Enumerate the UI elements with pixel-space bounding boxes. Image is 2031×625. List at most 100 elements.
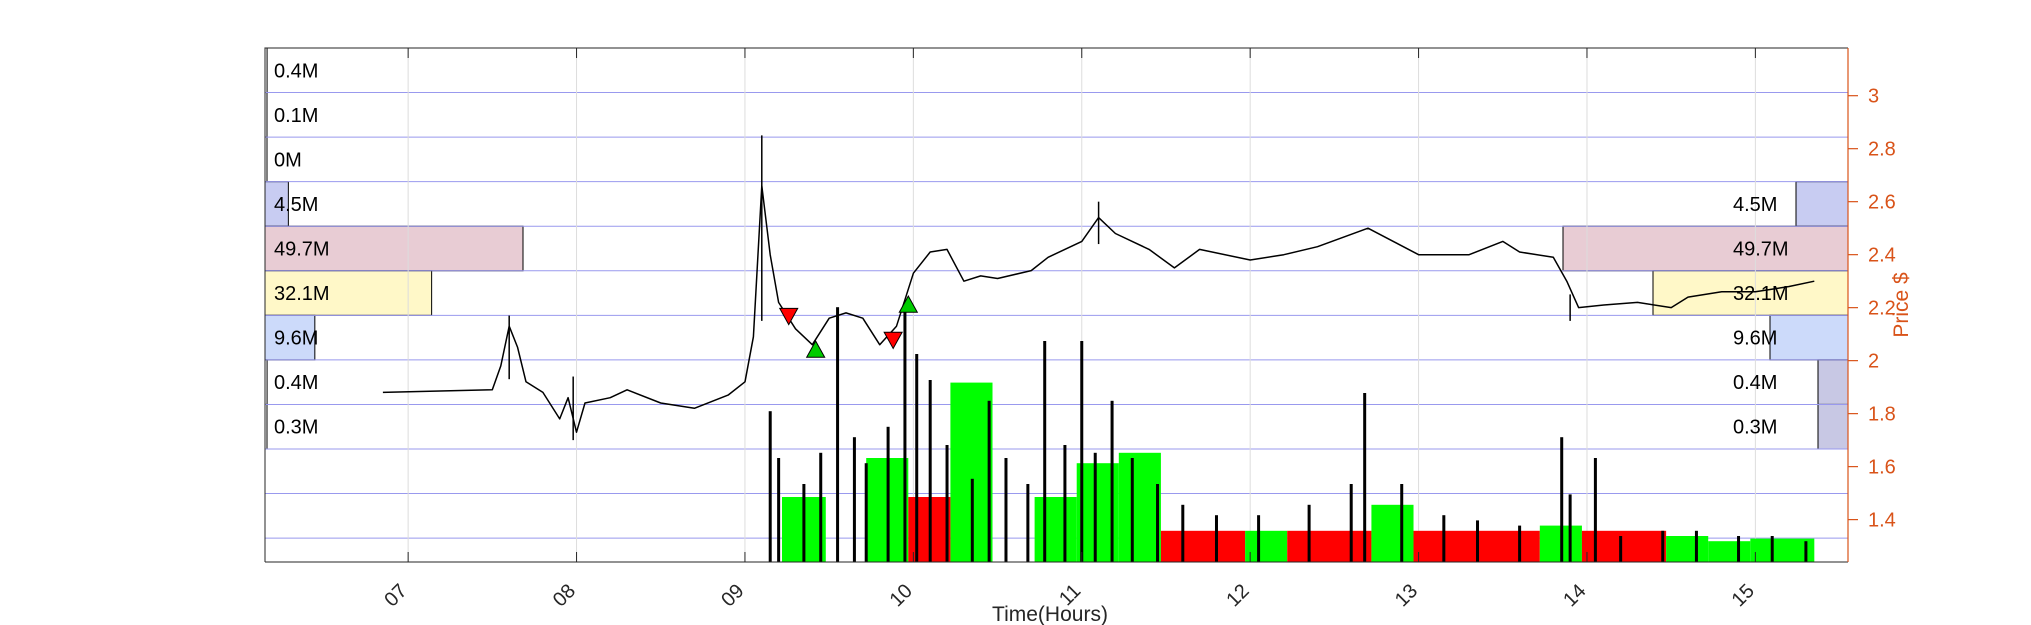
x-tick-label: 12	[1222, 580, 1253, 611]
y-tick-label: 2.4	[1868, 245, 1896, 267]
volume-bar	[819, 452, 823, 562]
volume-profile-right-bar	[1562, 225, 1849, 272]
volume-bar	[1363, 393, 1367, 562]
volume-profile-right-label: 4.5M	[1733, 194, 1777, 216]
volume-profile-labels: 0.4M 0.1M 0M 4.5M 49.7M 32.1M 9.6M 0.4M 0.3M 4.5M…	[274, 60, 1789, 438]
volume-profile-left-bar	[264, 270, 433, 316]
sell-marker	[778, 307, 799, 326]
sell-volume-block	[1160, 530, 1246, 562]
volume-bar	[1737, 536, 1741, 562]
x-tick-label: 15	[1728, 580, 1759, 611]
buy-volume-block	[1371, 504, 1414, 562]
price-line	[382, 185, 1815, 433]
x-axis-title: Time(Hours)	[992, 603, 1108, 625]
volume-bar	[1442, 515, 1446, 562]
buy-volume-block	[1708, 541, 1751, 562]
buy-volume-block	[1245, 530, 1288, 562]
x-tick-label: 14	[1559, 580, 1590, 611]
volume-bar	[1156, 484, 1160, 562]
y-tick-label: 1.8	[1868, 404, 1896, 426]
volume-bar	[1043, 341, 1047, 562]
x-tick-label: 08	[549, 580, 580, 611]
y-tick-label: 2.2	[1868, 298, 1896, 320]
volume-profile-right-bar	[1817, 359, 1849, 405]
volume-bar	[777, 458, 781, 562]
volume-bar	[1181, 504, 1185, 562]
x-tick-label: 09	[717, 580, 748, 611]
y-tick-label: 1.6	[1868, 457, 1896, 479]
volume-bar	[1770, 536, 1774, 562]
volume-bar	[1568, 494, 1572, 562]
volume-bar	[945, 445, 949, 562]
volume-profile-right-label: 0.3M	[1733, 417, 1777, 439]
volume-profile-left-label: 0.1M	[274, 105, 318, 127]
volume-bar	[1694, 530, 1698, 562]
buy-volume-block	[1034, 497, 1077, 562]
volume-bar	[802, 484, 806, 562]
volume-profile-left-label: 0.4M	[274, 60, 318, 82]
volume-profile-left-label: 49.7M	[274, 239, 330, 261]
volume-bar	[1349, 484, 1353, 562]
volume-profile-right-bar	[1795, 181, 1849, 227]
volume-profile-left-label: 0.3M	[274, 417, 318, 439]
volume-bar	[1004, 458, 1008, 562]
volume-profile-right-bar	[1652, 270, 1849, 316]
buy-volume-block	[1666, 536, 1709, 562]
volume-bar	[970, 478, 974, 562]
trade-markers	[778, 294, 919, 358]
volume-bar	[1063, 445, 1067, 562]
volume-profile-left-label: 4.5M	[274, 194, 318, 216]
volume-bar	[1130, 458, 1134, 562]
volume-profile-background	[264, 47, 1849, 450]
volume-profile-right-label: 32.1M	[1733, 283, 1789, 305]
volume-profile-left-label: 0M	[274, 149, 302, 171]
volume-profile-right-label: 0.4M	[1733, 372, 1777, 394]
volume-bar	[1110, 400, 1114, 562]
volume-bar	[987, 400, 991, 562]
sell-marker	[883, 331, 903, 350]
volume-profile-left-label: 32.1M	[274, 283, 330, 305]
y-tick-label: 2	[1868, 351, 1879, 373]
volume-bar	[903, 302, 907, 562]
volume-bar	[1400, 484, 1404, 562]
volume-profile-left-label: 9.6M	[274, 328, 318, 350]
volume-bar	[1307, 504, 1311, 562]
buy-volume-block	[1750, 538, 1815, 562]
volume-bar	[1661, 530, 1665, 562]
y-tick-label: 2.6	[1868, 192, 1896, 214]
volume-bar	[886, 426, 890, 562]
y-tick-label: 3	[1868, 86, 1879, 108]
volume-profile-right-label: 9.6M	[1733, 328, 1777, 350]
y-axis-title: Price $	[1890, 272, 1913, 338]
x-tick-label: 07	[380, 580, 411, 611]
volume-bar	[1080, 341, 1084, 562]
volume-bar	[1257, 515, 1261, 562]
sell-volume-block	[1287, 530, 1372, 562]
volume-profile-left-bar	[264, 314, 316, 361]
volume-profile-right-bar	[1769, 314, 1849, 361]
volume-bar	[1026, 484, 1030, 562]
volume-bar	[1214, 515, 1218, 562]
volume-bar	[1560, 437, 1564, 562]
volume-profile-right-bar	[1817, 403, 1849, 450]
y-tick-label: 2.8	[1868, 139, 1896, 161]
volume-bar	[1593, 458, 1597, 562]
volume-bar	[1518, 525, 1522, 562]
volume-bar	[1804, 541, 1808, 562]
buy-marker	[898, 294, 919, 313]
volume-bar	[928, 380, 932, 562]
buy-marker	[805, 340, 826, 358]
buy-volume-block	[1118, 452, 1161, 562]
y-tick-label: 1.4	[1868, 510, 1896, 532]
volume-profile-right-label: 49.7M	[1733, 239, 1789, 261]
volume-bar	[864, 463, 868, 562]
volume-bar	[1619, 536, 1623, 562]
volume-bar	[836, 307, 840, 562]
volume-bar	[1476, 520, 1480, 562]
volume-bar	[1093, 452, 1097, 562]
x-tick-label: 10	[886, 580, 917, 611]
volume-profile-left-label: 0.4M	[274, 372, 318, 394]
volume-bars	[768, 302, 1815, 562]
